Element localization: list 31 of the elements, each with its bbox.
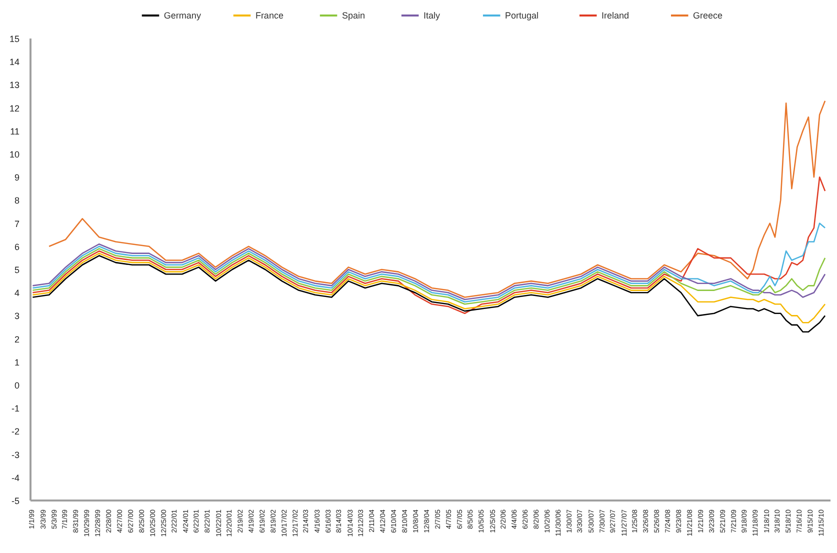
legend-label: Portugal: [505, 10, 539, 20]
legend-label: Spain: [342, 10, 365, 20]
y-tick-label: 14: [9, 57, 20, 68]
y-tick-label: 6: [14, 242, 20, 252]
line-series: [32, 222, 826, 302]
legend-label: France: [255, 10, 284, 20]
y-tick-label: 10: [9, 150, 20, 160]
y-tick-label: -3: [12, 450, 20, 460]
y-tick-label: 1: [14, 357, 20, 368]
y-tick-label: 7: [14, 218, 20, 229]
y-tick-label: -4: [12, 472, 20, 483]
legend-label: Greece: [693, 10, 723, 20]
y-tick-label: 5: [14, 265, 20, 275]
y-tick-label: -2: [12, 426, 20, 437]
y-tick-label: 15: [9, 34, 20, 44]
y-tick-label: -5: [12, 496, 20, 506]
legend-label: Italy: [424, 10, 441, 20]
y-tick-label: -1: [12, 404, 20, 414]
y-tick-label: 3: [14, 311, 20, 322]
legend-label: Ireland: [602, 10, 630, 20]
y-tick-label: 0: [14, 380, 20, 390]
line-series: [32, 176, 826, 314]
y-tick-label: 13: [9, 80, 20, 90]
y-tick-label: 2: [14, 334, 20, 344]
y-tick-label: 8: [14, 196, 20, 206]
y-tick-label: 4: [14, 288, 20, 298]
y-tick-label: 12: [9, 103, 20, 114]
y-tick-label: 11: [10, 126, 20, 136]
line-series: [48, 100, 826, 298]
y-tick-label: 9: [14, 172, 20, 183]
legend-label: Germany: [164, 10, 202, 20]
